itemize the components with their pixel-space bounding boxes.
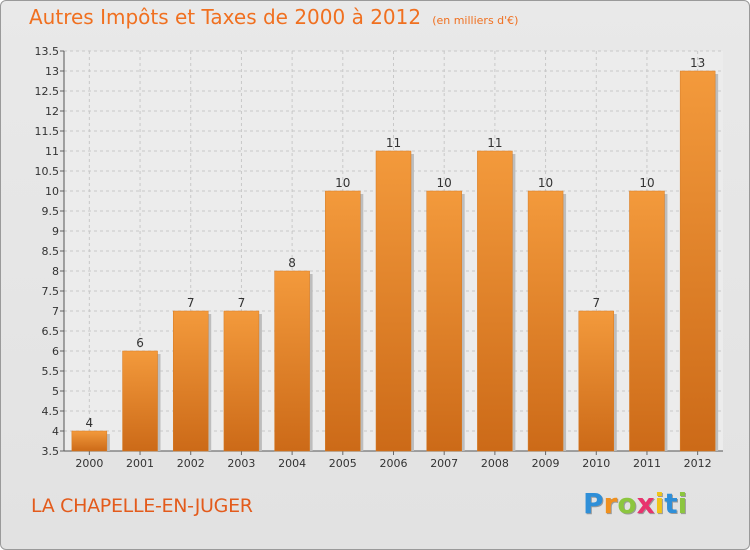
value-label: 11	[487, 136, 502, 150]
y-tick-label: 4.5	[42, 405, 60, 418]
y-tick-label: 12	[45, 105, 59, 118]
logo-letter: i	[677, 487, 688, 520]
x-tick-label: 2007	[430, 457, 458, 470]
y-tick-label: 13	[45, 65, 59, 78]
x-tick-label: 2010	[582, 457, 610, 470]
logo-letter: P	[583, 487, 604, 520]
y-tick-label: 3.5	[42, 445, 60, 458]
value-label: 7	[592, 296, 600, 310]
x-tick-label: 2008	[481, 457, 509, 470]
x-tick-label: 2009	[532, 457, 560, 470]
bar-2008	[477, 150, 513, 452]
y-tick-label: 12.5	[35, 85, 60, 98]
bar-2003	[223, 310, 260, 452]
value-label: 10	[538, 176, 553, 190]
x-tick-label: 2000	[75, 457, 103, 470]
y-tick-label: 6.5	[42, 325, 60, 338]
x-tick-label: 2005	[329, 457, 357, 470]
bar-2001	[122, 350, 158, 452]
y-tick-label: 9	[52, 225, 59, 238]
x-tick-label: 2001	[126, 457, 154, 470]
bar-2010	[578, 310, 615, 452]
labels: 3.5 4 4.5 5 5.5 6 6.5 7 7.5 8 8.5 9 9.5 10 10.5 11 11.5 1…	[35, 45, 712, 470]
y-tick-label: 4	[52, 425, 59, 438]
bar-2000	[71, 430, 108, 452]
proxiti-logo[interactable]: Proxiti	[583, 487, 687, 520]
bar-2011	[629, 190, 665, 452]
y-tick-label: 10.5	[35, 165, 60, 178]
logo-letter: i	[654, 487, 665, 520]
value-label: 10	[335, 176, 350, 190]
y-tick-label: 7	[52, 305, 59, 318]
y-tick-label: 10	[45, 185, 59, 198]
bar-2009	[527, 190, 564, 452]
value-label: 11	[386, 136, 401, 150]
bar-2005	[325, 190, 361, 452]
value-label: 6	[136, 336, 144, 350]
bar-2006	[375, 150, 412, 452]
x-tick-label: 2006	[380, 457, 408, 470]
y-tick-label: 13.5	[35, 45, 60, 58]
bar-2012	[679, 70, 716, 452]
x-tick-label: 2004	[278, 457, 306, 470]
bar-2007	[426, 190, 462, 452]
x-tick-label: 2011	[633, 457, 661, 470]
logo-letter: r	[603, 487, 618, 520]
y-tick-label: 9.5	[42, 205, 60, 218]
x-tick-label: 2012	[684, 457, 712, 470]
x-tick-label: 2003	[227, 457, 255, 470]
logo-letter: t	[664, 487, 678, 520]
value-label: 8	[288, 256, 296, 270]
chart-unit-note: (en milliers d'€)	[432, 14, 519, 27]
bar-2004	[274, 270, 310, 452]
y-tick-label: 11.5	[35, 125, 60, 138]
y-tick-label: 11	[45, 145, 59, 158]
value-label: 13	[690, 56, 705, 70]
chart-title-group: Autres Impôts et Taxes de 2000 à 2012 (e…	[29, 5, 518, 29]
y-tick-label: 7.5	[42, 285, 60, 298]
value-label: 10	[437, 176, 452, 190]
y-tick-label: 6	[52, 345, 59, 358]
value-label: 7	[187, 296, 195, 310]
y-tick-label: 5.5	[42, 365, 60, 378]
bars	[71, 70, 719, 452]
y-tick-label: 5	[52, 385, 59, 398]
value-label: 7	[238, 296, 246, 310]
value-label: 4	[86, 416, 94, 430]
y-tick-label: 8	[52, 265, 59, 278]
value-label: 10	[639, 176, 654, 190]
commune-name: LA CHAPELLE-EN-JUGER	[31, 495, 253, 517]
chart-title: Autres Impôts et Taxes de 2000 à 2012	[29, 5, 422, 29]
bar-2002	[172, 310, 209, 452]
logo-letter: x	[636, 487, 655, 520]
x-tick-label: 2002	[177, 457, 205, 470]
y-tick-label: 8.5	[42, 245, 60, 258]
logo-letter: o	[617, 487, 637, 520]
